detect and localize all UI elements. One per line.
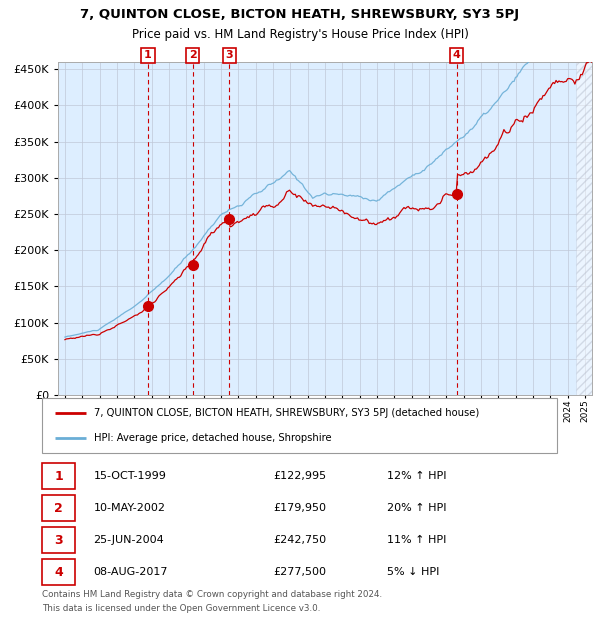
Text: 2: 2 xyxy=(54,502,63,515)
Text: £122,995: £122,995 xyxy=(274,471,327,481)
Text: 12% ↑ HPI: 12% ↑ HPI xyxy=(387,471,446,481)
Text: 4: 4 xyxy=(54,565,63,578)
Text: 1: 1 xyxy=(144,50,152,60)
FancyBboxPatch shape xyxy=(42,495,76,521)
Bar xyxy=(577,62,592,395)
FancyBboxPatch shape xyxy=(42,463,76,489)
FancyBboxPatch shape xyxy=(42,559,76,585)
Text: Price paid vs. HM Land Registry's House Price Index (HPI): Price paid vs. HM Land Registry's House … xyxy=(131,28,469,41)
FancyBboxPatch shape xyxy=(42,398,557,453)
Text: 25-JUN-2004: 25-JUN-2004 xyxy=(94,535,164,545)
Text: 7, QUINTON CLOSE, BICTON HEATH, SHREWSBURY, SY3 5PJ: 7, QUINTON CLOSE, BICTON HEATH, SHREWSBU… xyxy=(80,8,520,21)
Text: This data is licensed under the Open Government Licence v3.0.: This data is licensed under the Open Gov… xyxy=(42,604,320,613)
Text: 7, QUINTON CLOSE, BICTON HEATH, SHREWSBURY, SY3 5PJ (detached house): 7, QUINTON CLOSE, BICTON HEATH, SHREWSBU… xyxy=(94,408,479,418)
Text: Contains HM Land Registry data © Crown copyright and database right 2024.: Contains HM Land Registry data © Crown c… xyxy=(42,590,382,599)
Text: £277,500: £277,500 xyxy=(274,567,327,577)
Text: 2: 2 xyxy=(188,50,196,60)
Text: 08-AUG-2017: 08-AUG-2017 xyxy=(94,567,168,577)
Text: 1: 1 xyxy=(54,469,63,482)
Text: 4: 4 xyxy=(453,50,461,60)
Text: £179,950: £179,950 xyxy=(274,503,327,513)
Text: 20% ↑ HPI: 20% ↑ HPI xyxy=(387,503,446,513)
Text: 11% ↑ HPI: 11% ↑ HPI xyxy=(387,535,446,545)
Text: 5% ↓ HPI: 5% ↓ HPI xyxy=(387,567,439,577)
Text: 15-OCT-1999: 15-OCT-1999 xyxy=(94,471,166,481)
Text: HPI: Average price, detached house, Shropshire: HPI: Average price, detached house, Shro… xyxy=(94,433,331,443)
Text: 3: 3 xyxy=(54,533,63,546)
FancyBboxPatch shape xyxy=(42,527,76,553)
Text: £242,750: £242,750 xyxy=(274,535,327,545)
Text: 10-MAY-2002: 10-MAY-2002 xyxy=(94,503,166,513)
Text: 3: 3 xyxy=(226,50,233,60)
